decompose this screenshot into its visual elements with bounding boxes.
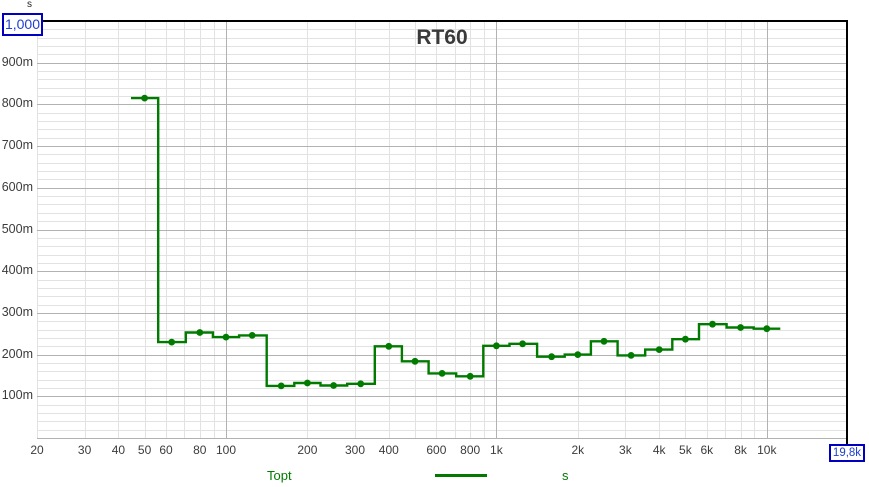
x-tick-label: 200 (297, 443, 318, 457)
x-tick-label: 40 (111, 443, 126, 457)
y-tick-label: 800m (1, 96, 33, 111)
x-cursor-readout-box[interactable]: 19,8k (829, 444, 865, 462)
legend-trace-label: Topt (267, 468, 292, 483)
y-tick-label: 300m (1, 304, 33, 319)
y-cursor-readout-box[interactable]: 1,000 (2, 13, 43, 36)
legend-unit-label: s (562, 468, 569, 483)
plot-area[interactable] (37, 21, 847, 438)
y-tick-label: 700m (1, 138, 33, 153)
x-tick-label: 20 (30, 443, 44, 457)
x-tick-label: 800 (460, 443, 481, 457)
x-tick-label: 10k (757, 443, 777, 457)
x-tick-label: 30 (77, 443, 92, 457)
legend-line-sample (435, 474, 487, 477)
x-tick-label: 60 (159, 443, 173, 457)
x-tick-label: 300 (344, 443, 366, 457)
x-tick-label: 5k (679, 443, 692, 457)
y-tick-label: 600m (1, 179, 33, 194)
axis-border (36, 20, 848, 444)
x-tick-label: 400 (378, 443, 399, 457)
y-tick-label: 100m (1, 388, 33, 403)
x-tick-label: 8k (734, 443, 747, 457)
x-tick-label: 100 (215, 443, 236, 457)
rt60-data-points (141, 94, 771, 390)
x-tick-label: 2k (571, 443, 585, 457)
grid-major (37, 21, 847, 439)
chart-title: RT60 (416, 26, 468, 49)
x-tick-label: 600 (426, 443, 447, 457)
x-tick-label: 50 (137, 443, 152, 457)
y-tick-label: 500m (1, 221, 33, 236)
rt60-trace (131, 96, 781, 388)
x-tick-label: 80 (193, 443, 207, 457)
y-tick-label: 400m (1, 263, 33, 278)
y-tick-label: 900m (1, 54, 33, 69)
y-axis-unit-label: s (27, 0, 32, 10)
x-tick-label: 1k (490, 443, 503, 457)
x-tick-label: 6k (700, 443, 714, 457)
y-tick-label: 200m (1, 346, 33, 361)
x-tick-label: 4k (652, 443, 666, 457)
x-tick-label: 3k (619, 443, 632, 457)
